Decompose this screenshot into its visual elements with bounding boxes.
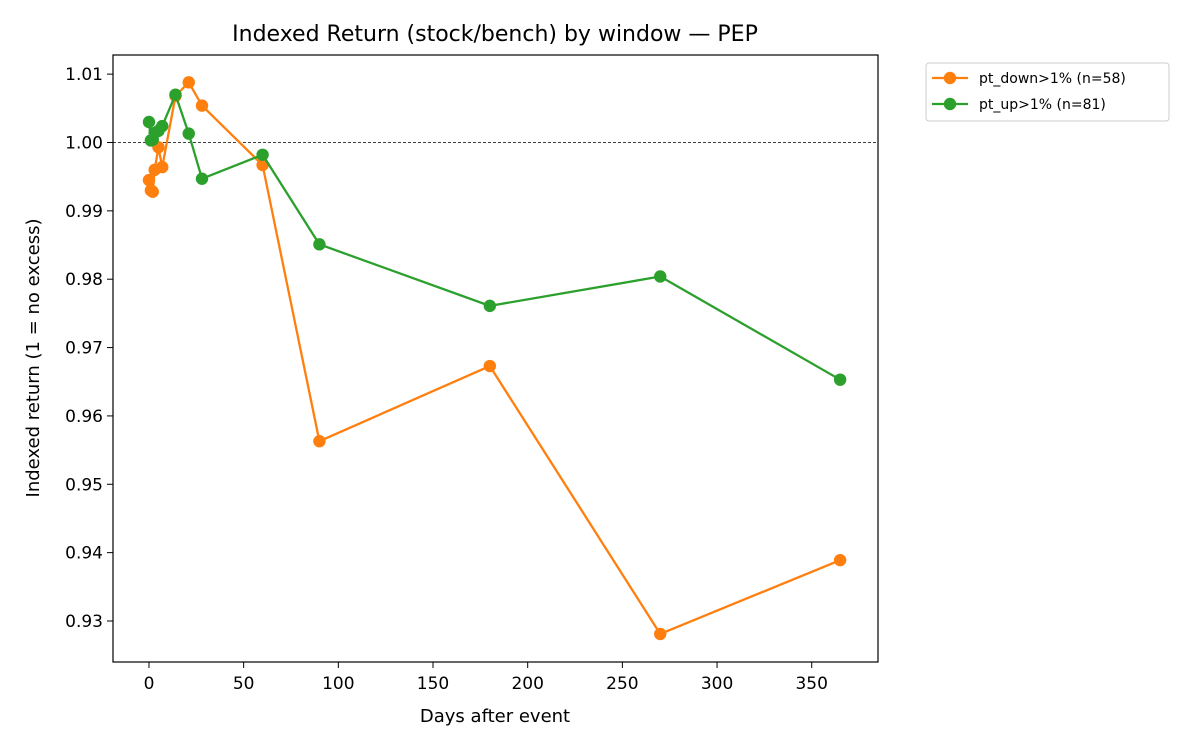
y-axis-label: Indexed return (1 = no excess) — [23, 219, 44, 498]
x-tick-label: 350 — [795, 674, 827, 694]
chart-title: Indexed Return (stock/bench) by window —… — [232, 22, 758, 47]
data-point — [142, 115, 156, 129]
x-tick-label: 200 — [511, 674, 543, 694]
y-tick-label: 0.99 — [65, 202, 103, 222]
data-point — [156, 119, 169, 133]
legend-marker — [943, 71, 957, 85]
x-tick-label: 150 — [417, 674, 449, 694]
x-axis-label: Days after event — [420, 706, 570, 727]
y-tick-label: 0.96 — [65, 407, 103, 427]
data-point — [182, 127, 195, 140]
y-tick-label: 0.97 — [65, 339, 103, 359]
x-tick-label: 0 — [144, 674, 155, 694]
x-tick-label: 250 — [606, 674, 638, 694]
data-point — [156, 160, 169, 174]
data-point — [483, 359, 497, 373]
plot-area — [113, 76, 878, 641]
y-tick-label: 0.93 — [65, 612, 103, 632]
data-point — [833, 373, 847, 386]
data-point — [142, 173, 156, 187]
plot-frame — [112, 54, 879, 663]
data-point — [313, 435, 326, 448]
data-point — [195, 99, 209, 112]
data-point — [833, 553, 847, 567]
y-tick-label: 1.01 — [65, 65, 103, 85]
data-point — [182, 76, 195, 89]
data-point — [313, 238, 326, 251]
data-point — [146, 185, 159, 198]
y-tick-label: 1.00 — [65, 133, 103, 153]
legend-marker — [943, 97, 957, 111]
data-point — [256, 158, 269, 172]
legend-label: pt_up>1% (n=81) — [979, 97, 1106, 113]
data-point — [256, 148, 269, 161]
x-axis: 0 50 100 150 200 250 300 350 — [144, 662, 828, 694]
y-tick-label: 0.94 — [65, 544, 103, 564]
y-tick-label: 0.95 — [65, 475, 103, 495]
x-tick-label: 50 — [233, 674, 255, 694]
y-axis: 0.93 0.94 0.95 0.96 0.97 0.98 0.99 1.00 1.01 — [65, 65, 113, 632]
x-tick-label: 300 — [701, 674, 733, 694]
data-point — [654, 270, 667, 283]
data-point — [169, 88, 182, 101]
y-tick-label: 0.98 — [65, 270, 103, 290]
legend: pt_down>1% (n=58) pt_up>1% (n=81) — [925, 62, 1170, 122]
legend-box — [925, 62, 1170, 122]
data-point — [654, 627, 667, 641]
legend-label: pt_down>1% (n=58) — [979, 71, 1126, 87]
data-point — [195, 172, 209, 185]
data-point — [483, 299, 497, 313]
x-tick-label: 100 — [322, 674, 354, 694]
